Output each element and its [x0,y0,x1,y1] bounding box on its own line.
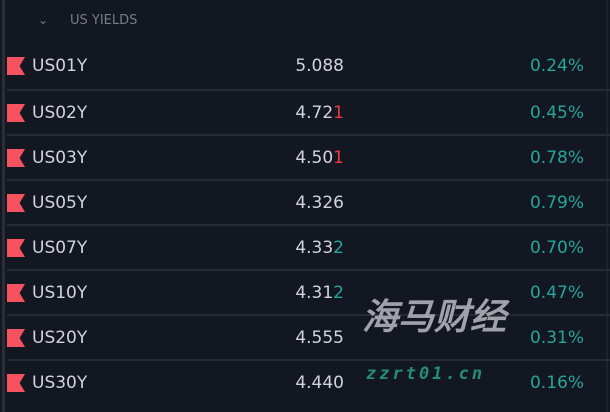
last-price-main: 4.55 [295,328,334,348]
flag-icon [7,57,25,75]
last-price-tail: 1 [333,148,344,168]
symbol-name: US03Y [32,148,88,168]
last-price-main: 4.72 [295,103,334,123]
watermark-logo: 海马财经 [362,297,507,338]
last-price-tail: 2 [333,283,344,303]
symbol-row-us05y[interactable]: US05Y 4.326 0.79% [7,179,610,225]
chevron-down-icon[interactable]: ⌄ [38,13,49,27]
last-price-main: 4.32 [295,193,334,213]
change-percent: 0.24% [529,56,584,76]
last-price-tail: 6 [333,193,344,213]
flag-icon [7,374,25,392]
change-percent: 0.70% [529,238,584,258]
change-percent: 0.47% [529,283,584,303]
last-price-tail: 5 [333,328,344,348]
last-price: 4.332 [252,238,344,258]
flag-icon [7,239,25,257]
section-title: US YIELDS [70,12,138,28]
flag-icon [7,284,25,302]
symbol-name: US07Y [32,238,88,258]
change-percent: 0.16% [529,373,584,393]
change-percent: 0.31% [529,328,584,348]
last-price-main: 4.33 [295,238,334,258]
flag-icon [7,149,25,167]
symbol-row-us03y[interactable]: US03Y 4.501 0.78% [7,134,610,180]
change-percent: 0.78% [529,148,584,168]
last-price-main: 4.31 [295,283,334,303]
symbol-row-us07y[interactable]: US07Y 4.332 0.70% [7,224,610,270]
last-price-tail: 2 [333,238,344,258]
last-price: 4.440 [252,373,344,393]
symbol-name: US02Y [32,103,88,123]
last-price: 4.312 [252,283,344,303]
symbol-row-us10y[interactable]: US10Y 4.312 0.47% [7,269,610,315]
last-price-tail: 8 [333,56,344,76]
symbol-name: US05Y [32,193,88,213]
last-price: 5.088 [252,56,344,76]
change-percent: 0.45% [529,103,584,123]
symbol-name: US10Y [32,283,88,303]
last-price: 4.555 [252,328,344,348]
flag-icon [7,104,25,122]
symbol-row-us30y[interactable]: US30Y 4.440 0.16% [7,359,610,405]
watermark-url: zzrt01.cn [366,364,486,384]
last-price: 4.721 [252,103,344,123]
symbol-name: US01Y [32,56,88,76]
last-price-tail: 1 [333,103,344,123]
section-header-us-yields[interactable]: ⌄ US YIELDS [38,8,137,32]
last-price-main: 4.44 [295,373,334,393]
last-price-main: 4.50 [295,148,334,168]
flag-icon [7,194,25,212]
scrollbar[interactable] [606,0,608,412]
symbol-row-us20y[interactable]: US20Y 4.555 0.31% [7,314,610,360]
last-price: 4.326 [252,193,344,213]
symbol-row-us02y[interactable]: US02Y 4.721 0.45% [7,89,610,135]
flag-icon [7,329,25,347]
left-border [2,0,5,412]
symbol-row-us01y[interactable]: US01Y 5.088 0.24% [7,44,610,88]
last-price: 4.501 [252,148,344,168]
last-price-main: 5.08 [295,56,334,76]
symbol-name: US30Y [32,373,88,393]
symbol-name: US20Y [32,328,88,348]
change-percent: 0.79% [529,193,584,213]
last-price-tail: 0 [333,373,344,393]
